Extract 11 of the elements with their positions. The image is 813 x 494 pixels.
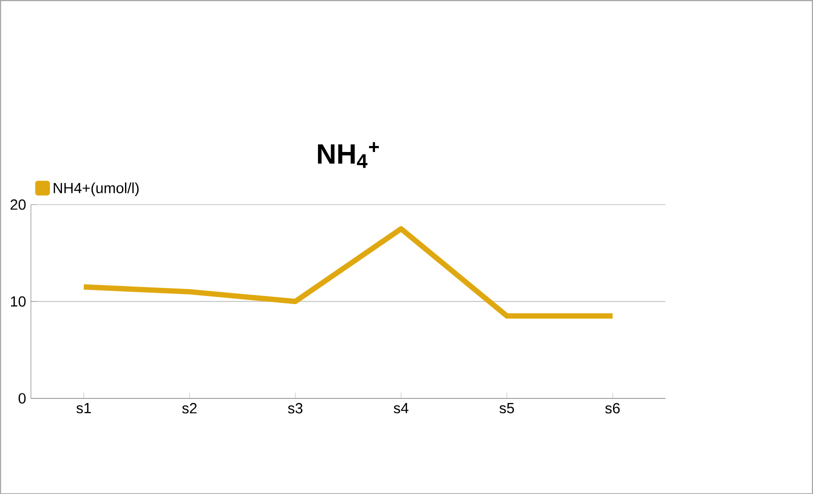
x-tick-label: s3 <box>288 402 302 414</box>
x-tick-label: s5 <box>500 402 514 414</box>
x-tick-label: s1 <box>76 402 91 414</box>
y-tick-label: 0 <box>18 392 26 404</box>
y-tick-label: 10 <box>10 296 26 306</box>
y-tick-label: 20 <box>10 199 26 210</box>
chart-title: NH$_{4}$+ <box>318 142 379 168</box>
legend-label: NH4+(umol/l) <box>54 182 139 196</box>
x-tick-label: s6 <box>605 402 620 414</box>
x-tick-label: s2 <box>182 402 197 414</box>
x-tick-label: s4 <box>394 402 408 414</box>
